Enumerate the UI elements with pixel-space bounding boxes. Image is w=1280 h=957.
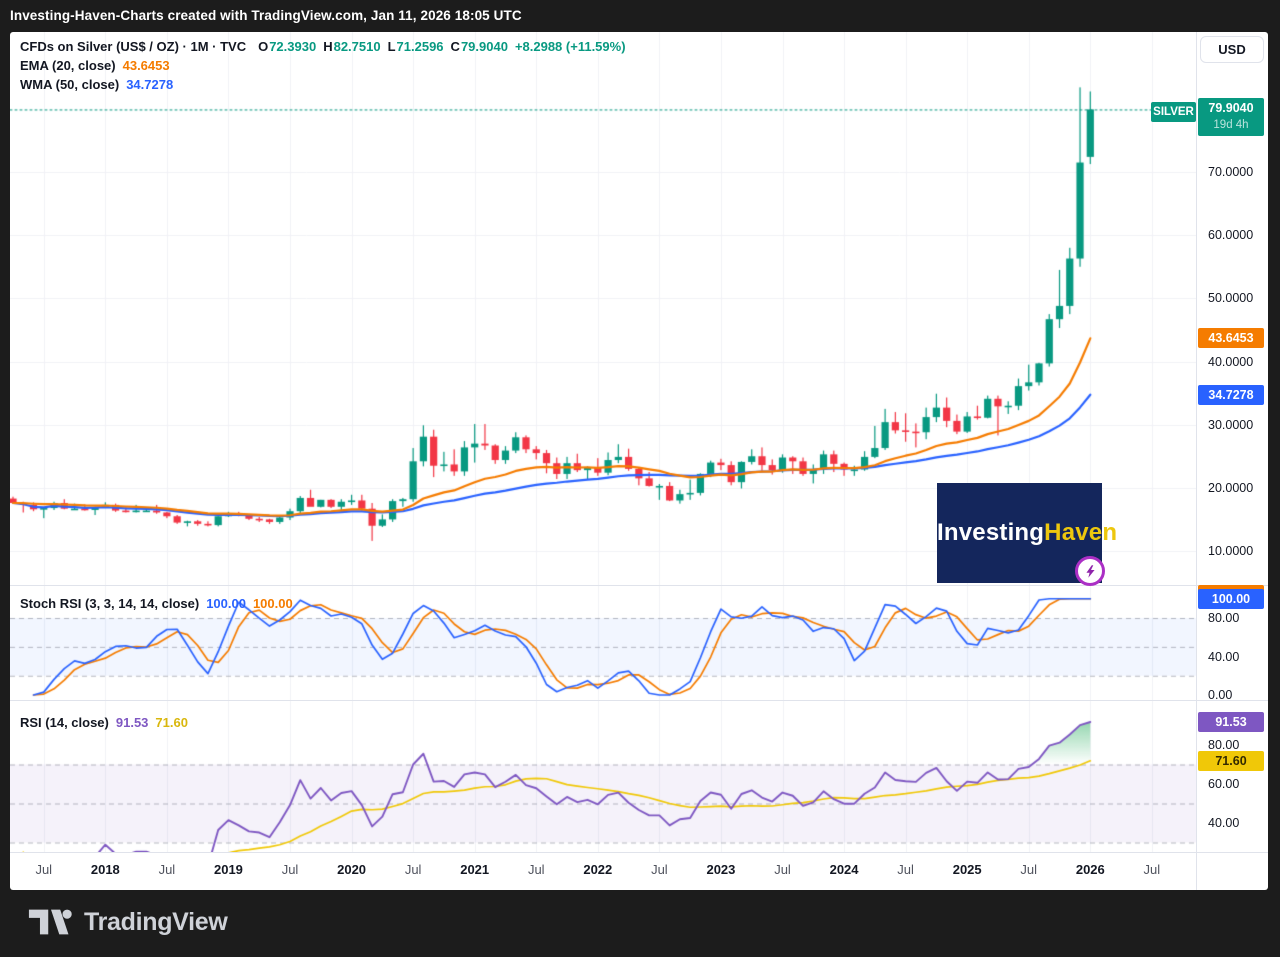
rsi-scale-tick: 60.00 [1208,777,1240,791]
rsi-ma-badge: 71.60 [1198,751,1264,771]
price-scale-tick: 20.0000 [1208,480,1254,495]
ema-label: EMA (20, close) [20,58,116,73]
rsi-ma-value: 71.60 [155,715,188,730]
wma-legend-row: WMA (50, close) 34.7278 [20,77,180,92]
stoch-k-value: 100.00 [206,596,246,611]
rsi-scale-tick: 80.00 [1208,738,1240,752]
time-axis-label-month: Jul [1143,862,1161,877]
high-value: 82.7510 [333,39,381,54]
low-value: 71.2596 [396,39,444,54]
lightning-bolt-icon [1085,564,1095,578]
time-axis-label-year: 2021 [460,862,490,877]
stoch-scale-tick: 80.00 [1208,611,1240,625]
symbol-price-label: SILVER [1151,102,1196,122]
low-label: L [387,39,396,54]
stoch-label: Stoch RSI (3, 3, 14, 14, close) [20,596,200,611]
pane-separator[interactable] [10,585,1268,586]
price-scale-tick: 40.0000 [1208,354,1254,369]
top-bar: Investing-Haven-Charts created with Trad… [0,0,1280,32]
time-axis-label-year: 2019 [213,862,243,877]
time-axis-label-month: Jul [404,862,422,877]
stoch-scale-tick: 0.00 [1208,688,1233,702]
time-axis-label-year: 2026 [1075,862,1105,877]
currency-usd-button[interactable]: USD [1200,36,1264,63]
symbol-title: CFDs on Silver (US$ / OZ) · 1M · TVC [20,39,247,54]
open-label: O [258,39,269,54]
tradingview-wordmark: TradingView [84,907,228,936]
time-axis[interactable]: Jul 2018 Jul 2019 Jul 2020 Jul 2021 Jul 2022 Jul 20… [10,852,1268,890]
ema-value: 43.6453 [122,58,170,73]
time-axis-label-month: Jul [281,862,299,877]
wma-label: WMA (50, close) [20,77,120,92]
ema-price-badge: 43.6453 [1198,328,1264,348]
price-scale-tick: 10.0000 [1208,544,1254,558]
time-axis-label-year: 2020 [337,862,367,877]
bar-countdown: 19d 4h [1213,119,1249,131]
lightning-badge [1075,556,1105,586]
last-price-badge: 79.9040 19d 4h [1198,98,1264,136]
footer: TradingView [28,902,228,942]
attribution-title: Investing-Haven-Charts created with Trad… [10,8,522,23]
close-value: 79.9040 [460,39,508,54]
time-axis-label-year: 2018 [90,862,120,877]
rsi-legend-row: RSI (14, close) 91.53 71.60 [20,715,195,730]
time-axis-label-year: 2023 [706,862,736,877]
wordmark-haven: Haven [1044,519,1118,546]
time-axis-label-month: Jul [35,862,53,877]
close-label: C [450,39,460,54]
time-axis-label-year: 2025 [952,862,982,877]
price-scale-tick: 50.0000 [1208,291,1254,306]
investinghaven-wordmark: InvestingHaven [937,519,1117,547]
time-axis-label-year: 2024 [829,862,859,877]
rsi-badge: 91.53 [1198,712,1264,732]
stoch-scale-tick: 40.00 [1208,649,1240,664]
last-price-value: 79.9040 [1208,101,1254,115]
stoch-k-badge: 100.00 [1198,589,1264,609]
high-label: H [323,39,333,54]
time-axis-label-month: Jul [527,862,545,877]
wma-price-badge: 34.7278 [1198,385,1264,405]
symbol-legend-row: CFDs on Silver (US$ / OZ) · 1M · TVC O72.… [20,39,633,54]
time-axis-label-month: Jul [1020,862,1038,877]
rsi-scale-tick: 40.00 [1208,816,1240,830]
wordmark-investing: Investing [937,519,1045,546]
time-axis-border [10,852,1268,853]
chart-card: CFDs on Silver (US$ / OZ) · 1M · TVC O72.… [10,32,1268,890]
rsi-label: RSI (14, close) [20,715,109,730]
stoch-legend-row: Stoch RSI (3, 3, 14, 14, close) 100.00 100… [20,596,300,611]
time-axis-label-month: Jul [897,862,914,877]
tradingview-logo-icon [28,909,72,935]
chart-plot-area[interactable] [10,32,1196,852]
pane-separator[interactable] [10,700,1268,701]
time-axis-label-month: Jul [774,862,791,877]
rsi-value: 91.53 [115,715,149,730]
price-scale-tick: 70.0000 [1208,165,1254,179]
open-value: 72.3930 [269,39,317,54]
investinghaven-watermark: InvestingHaven [937,483,1117,586]
price-scale-tick: 30.0000 [1208,417,1254,432]
time-axis-label-year: 2022 [583,862,613,877]
time-axis-label-month: Jul [158,862,176,877]
wma-value: 34.7278 [126,77,174,92]
time-axis-label-month: Jul [651,862,668,877]
change-value: +8.2988 (+11.59%) [514,39,626,54]
price-scale-tick: 60.0000 [1208,228,1254,243]
stoch-d-value: 100.00 [252,596,293,611]
ema-legend-row: EMA (20, close) 43.6453 [20,58,177,73]
price-scale-border [1196,32,1197,890]
